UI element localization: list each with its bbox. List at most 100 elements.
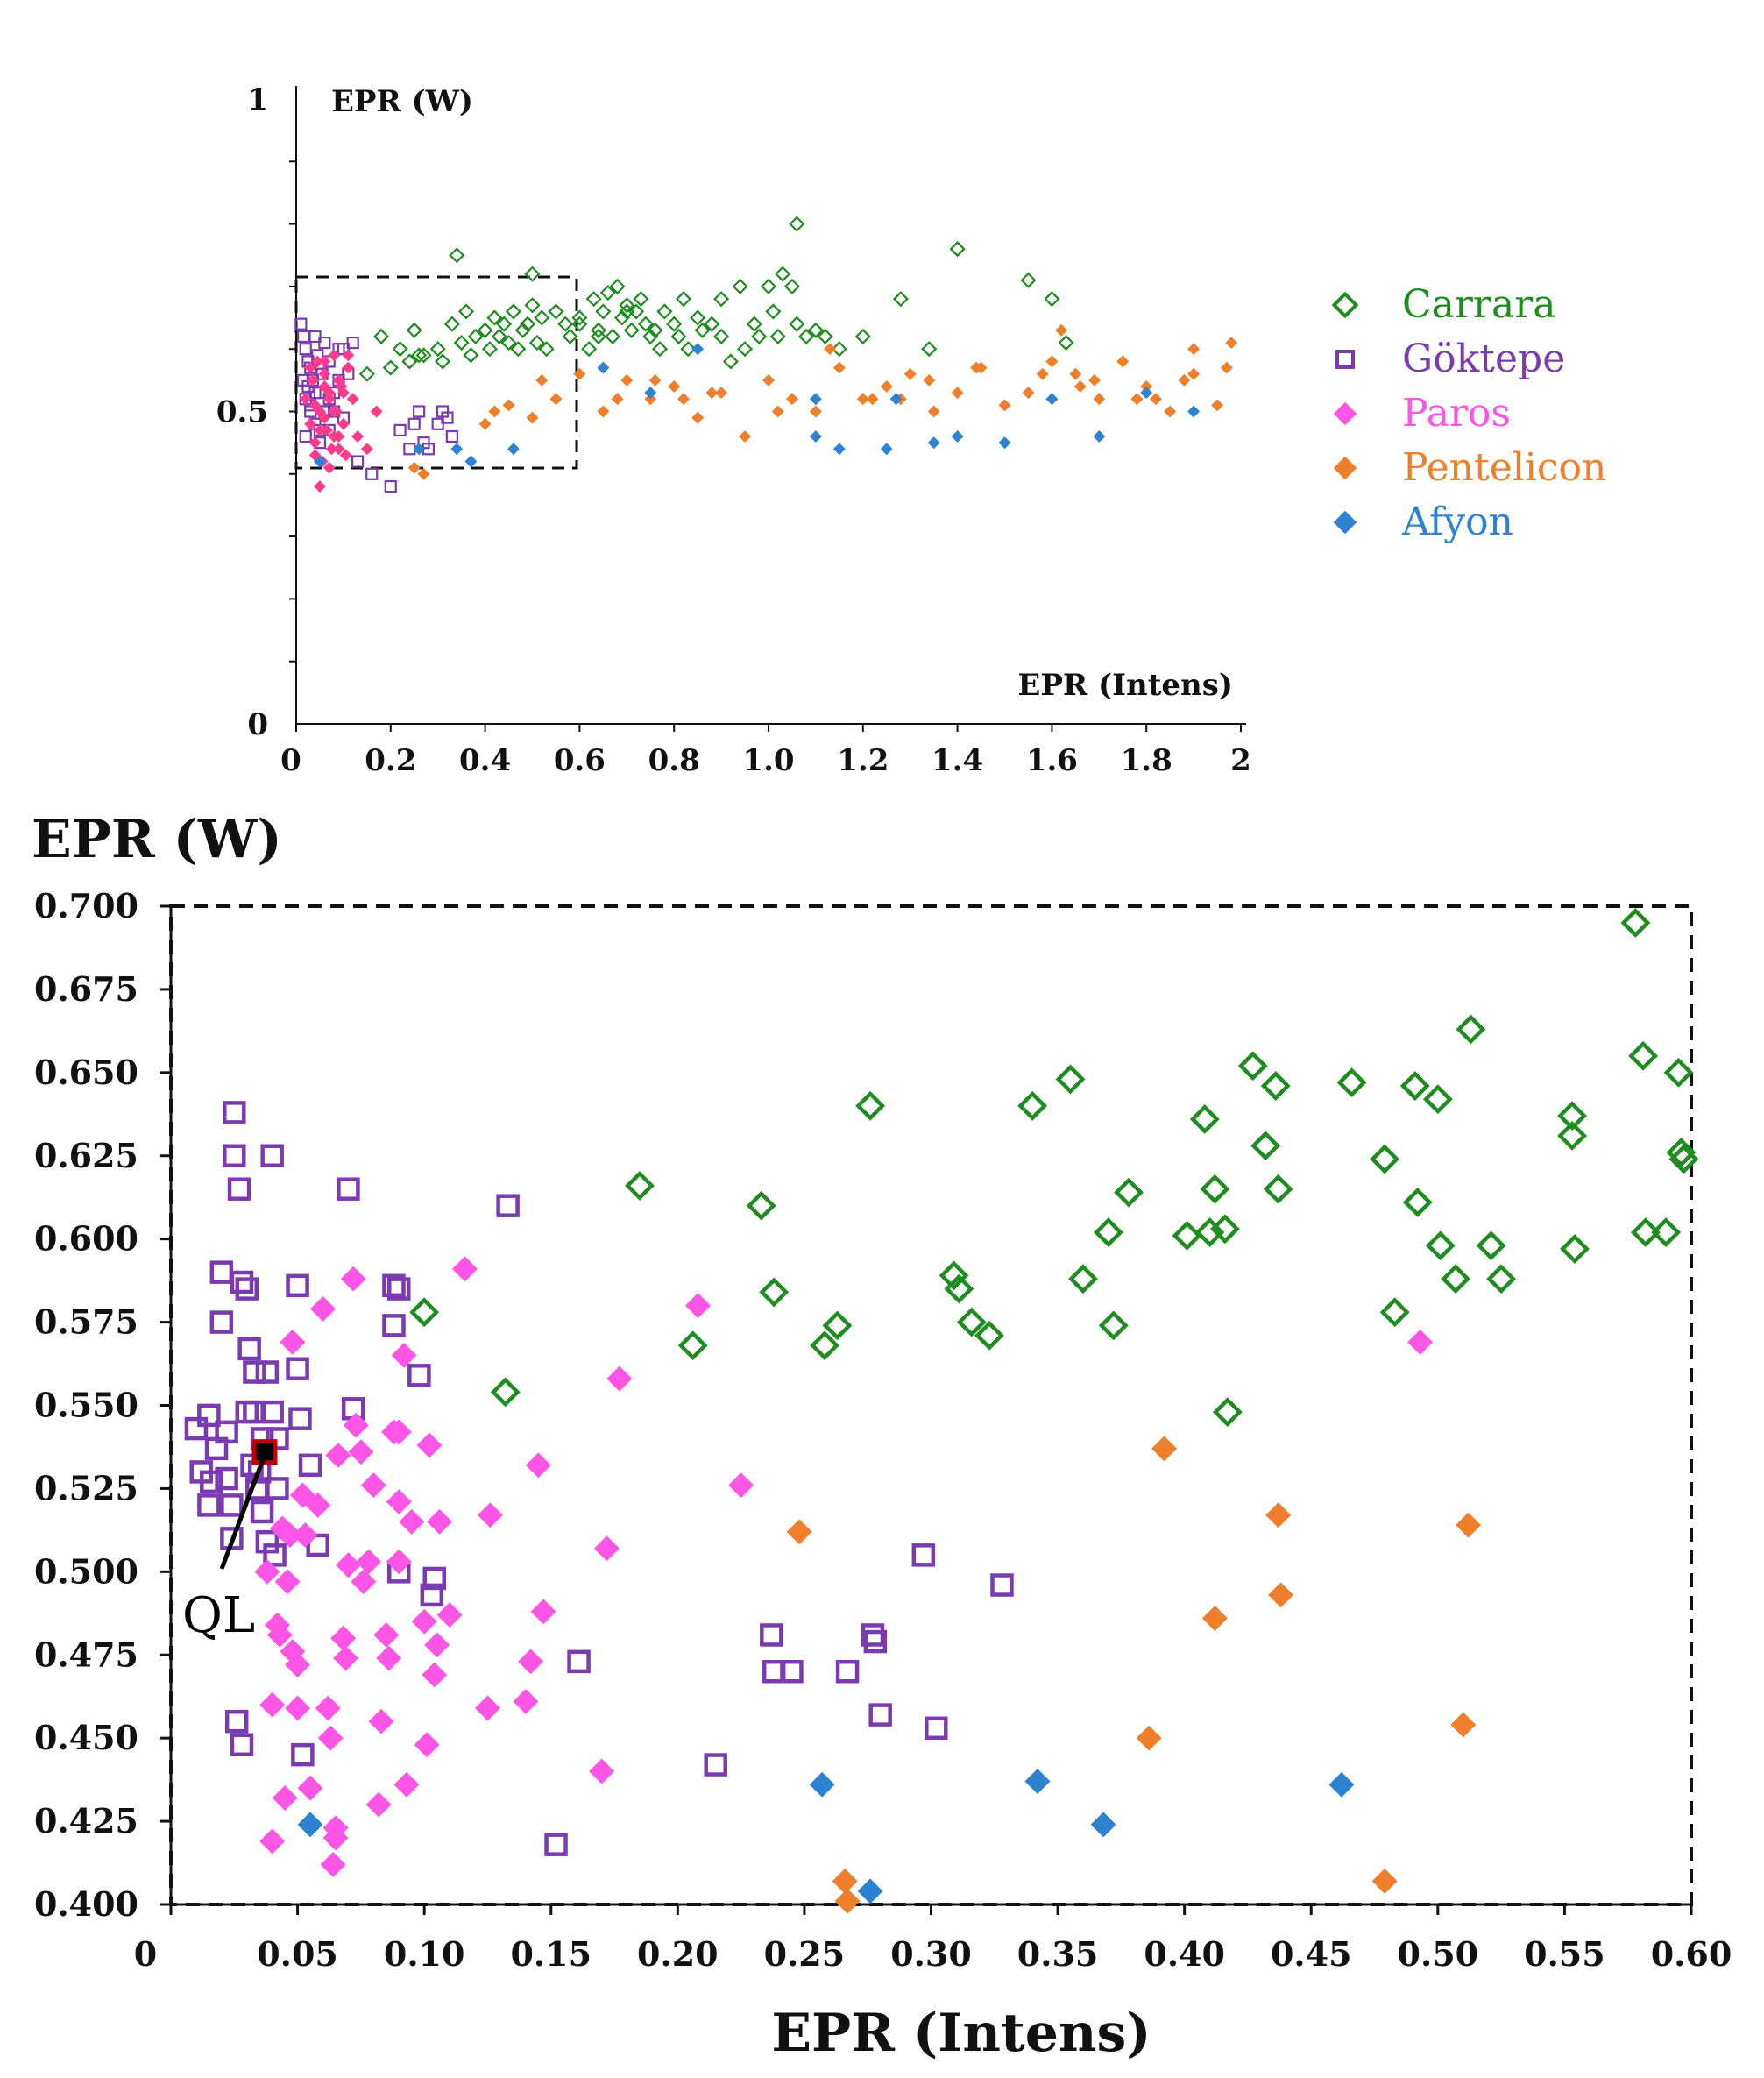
inset-point-pentelicon (644, 393, 657, 406)
main-y-tick-label: 0.575 (34, 1302, 138, 1342)
main-point-goktepe (237, 1337, 261, 1361)
main-point-goktepe (243, 1360, 266, 1384)
inset-point-pentelicon (762, 373, 775, 387)
inset-point-pentelicon (856, 393, 869, 406)
inset-point-carrara (637, 316, 654, 332)
main-point-goktepe (220, 1493, 244, 1517)
inset-point-paros (328, 349, 341, 362)
main-point-goktepe (266, 1477, 289, 1500)
inset-point-paros (328, 430, 341, 443)
inset-point-afyon (691, 343, 705, 356)
main-point-paros (513, 1688, 539, 1714)
main-y-tick-label: 0.425 (34, 1801, 138, 1840)
legend-label-afyon: Afyon (1401, 500, 1513, 544)
main-x-tick-label: 0.55 (1524, 1934, 1605, 1974)
main-point-pentelicon (1265, 1502, 1292, 1528)
main-point-pentelicon (834, 1888, 861, 1914)
inset-point-carrara (372, 328, 390, 344)
main-point-paros (436, 1602, 463, 1628)
main-point-carrara (1628, 1040, 1658, 1071)
inset-x-tick-label: 0.8 (648, 743, 700, 778)
inset-point-paros (332, 373, 345, 387)
main-point-carrara (1055, 1064, 1086, 1095)
inset-series-pentelicon (407, 323, 1238, 480)
main-y-tick-label: 0.675 (34, 969, 138, 1009)
inset-point-carrara (392, 341, 408, 358)
main-point-goktepe (567, 1649, 591, 1674)
main-point-paros (685, 1293, 711, 1319)
main-y-tick-label: 0.550 (34, 1386, 138, 1425)
legend-marker-goktepe (1335, 350, 1355, 369)
inset-point-carrara (623, 322, 640, 338)
inset-point-carrara (358, 365, 375, 382)
main-point-goktepe (337, 1177, 360, 1201)
main-point-pentelicon (1371, 1868, 1398, 1894)
main-point-pentelicon (1151, 1436, 1177, 1462)
main-point-goktepe (215, 1466, 238, 1491)
main-zoom-frame (169, 904, 1693, 1906)
main-point-goktepe (760, 1623, 783, 1647)
main-y-tick-label: 0.500 (34, 1551, 138, 1591)
inset-point-pentelicon (1187, 367, 1201, 380)
inset-point-carrara (590, 328, 607, 344)
inset-point-carrara (633, 291, 649, 308)
inset-point-afyon (507, 443, 520, 456)
inset-point-carrara (765, 303, 782, 320)
inset-point-carrara (775, 266, 791, 282)
main-y-tick-label: 0.475 (34, 1635, 138, 1674)
main-point-paros (360, 1472, 386, 1499)
inset-y-tick-label: 0 (247, 707, 268, 742)
inset-point-paros (304, 361, 317, 374)
main-point-paros (277, 1522, 303, 1549)
main-point-carrara (1456, 1014, 1486, 1045)
main-point-paros (424, 1632, 450, 1658)
main-point-paros (451, 1256, 478, 1282)
main-y-axis-title: EPR (W) (32, 809, 282, 870)
main-point-goktepe (243, 1400, 266, 1424)
main-point-paros (259, 1691, 286, 1718)
main-point-paros (280, 1329, 306, 1355)
main-point-goktepe (291, 1742, 315, 1767)
main-point-carrara (1370, 1144, 1400, 1174)
main-point-goktepe (288, 1407, 312, 1430)
main-x-tick-label: 0.40 (1144, 1934, 1225, 1974)
main-point-carrara (1666, 1138, 1697, 1167)
main-x-tick-label: 0 (134, 1934, 157, 1974)
legend-label-goktepe: Göktepe (1402, 337, 1565, 381)
inset-point-pentelicon (824, 343, 837, 356)
main-point-pentelicon (1450, 1712, 1477, 1738)
inset-point-carrara (463, 347, 479, 364)
inset-series-carrara (358, 216, 1074, 382)
legend-label-carrara: Carrara (1402, 282, 1555, 327)
main-point-paros (386, 1419, 412, 1445)
inset-point-paros (318, 367, 331, 380)
inset-point-goktepe (413, 405, 426, 418)
main-point-paros (368, 1708, 394, 1734)
inset-point-carrara (713, 291, 730, 308)
inset-point-pentelicon (1045, 355, 1059, 368)
main-point-afyon (857, 1878, 883, 1904)
main-point-afyon (809, 1771, 835, 1798)
main-point-goktepe (496, 1194, 520, 1217)
inset-point-paros (318, 355, 331, 368)
main-x-tick-label: 0.60 (1651, 1934, 1732, 1974)
main-point-goktepe (184, 1416, 209, 1441)
inset-point-carrara (401, 353, 418, 370)
inset-point-carrara (496, 316, 513, 332)
legend-label-pentelicon: Pentelicon (1402, 445, 1606, 490)
main-point-carrara (822, 1310, 853, 1341)
inset-point-carrara (722, 353, 739, 370)
inset-point-pentelicon (866, 393, 879, 406)
main-x-tick-label: 0.25 (764, 1934, 846, 1974)
main-point-carrara (1557, 1101, 1588, 1131)
main-y-tick-label: 0.525 (34, 1468, 138, 1507)
main-point-carrara (1399, 1071, 1430, 1101)
main-point-carrara (1379, 1297, 1410, 1328)
main-point-pentelicon (786, 1519, 812, 1545)
inset-point-pentelicon (1055, 323, 1068, 337)
inset-point-carrara (921, 341, 938, 358)
main-point-paros (310, 1295, 336, 1322)
legend-marker-pentelicon (1333, 456, 1357, 480)
main-point-paros (606, 1365, 633, 1392)
main-x-tick-label: 0.05 (257, 1934, 338, 1974)
